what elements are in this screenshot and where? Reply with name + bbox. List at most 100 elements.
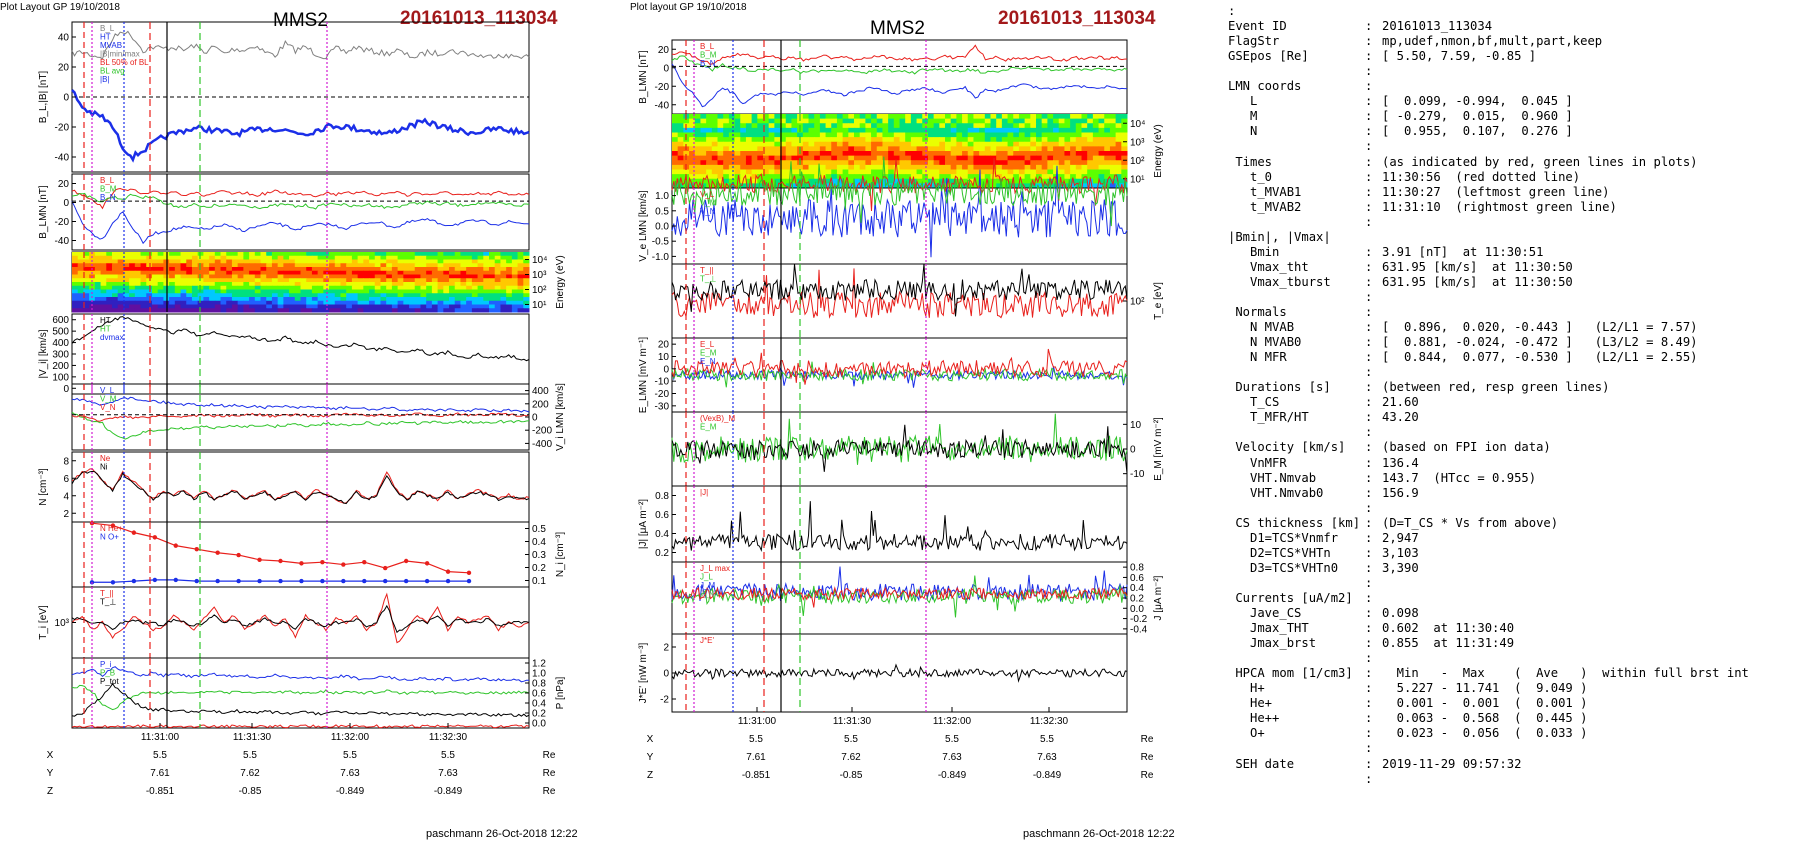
heatmap-cell [197,274,204,279]
heatmap-cell [825,146,832,152]
y-tick-label: -40 [655,100,670,111]
heatmap-cell [962,127,969,133]
heatmap-cell [791,141,798,147]
noise-trace [671,268,1128,319]
heatmap-cell [489,289,496,294]
heatmap-cell [1001,183,1009,189]
info-key: Event ID [1228,19,1287,34]
heatmap-cell [203,267,210,272]
heatmap-cell [454,293,461,298]
info-colon: : [1365,696,1373,711]
heatmap-cell [1098,123,1105,129]
heatmap-cell [140,255,147,260]
legend-entry: T_|| [700,266,714,275]
heatmap-cell [123,304,130,309]
heatmap-cell [311,297,319,302]
heatmap-cell [174,300,182,305]
heatmap-cell [899,151,906,157]
heatmap-cell [483,274,490,279]
heatmap-cell [694,114,701,120]
legend-entry: B_M [700,51,717,60]
heatmap-cell [77,252,84,257]
info-colon: : [1365,139,1373,154]
heatmap-cell [1036,118,1043,124]
heatmap-cell [249,289,256,294]
heatmap-cell [831,137,838,143]
heatmap-cell [174,297,182,302]
heatmap-cell [939,123,946,129]
heatmap-cell [306,255,313,260]
heatmap-cell [1041,146,1048,152]
heatmap-cell [334,293,341,298]
heatmap-cell [768,123,775,129]
heatmap-cell [706,178,713,184]
heatmap-cell [414,289,421,294]
heatmap-cell [1058,146,1065,152]
heatmap-cell [403,300,410,305]
heatmap-cell [706,174,713,180]
heatmap-cell [774,174,781,180]
heatmap-cell [922,160,929,166]
heatmap-cell [899,123,906,129]
heatmap-cell [237,255,244,260]
heatmap-cell [283,274,290,279]
pos-value: 7.63 [942,752,962,763]
heatmap-cell [311,263,319,268]
heatmap-cell [254,270,262,275]
heatmap-cell [808,160,815,166]
heatmap-cell [848,174,855,180]
heatmap-cell [1041,114,1048,120]
heatmap-cell [1013,151,1020,157]
data-point [278,578,283,584]
heatmap-cell [151,304,159,309]
heatmap-cell [140,259,147,264]
heatmap-cell [369,259,376,264]
heatmap-cell [751,155,758,161]
heatmap-cell [819,155,827,161]
heatmap-cell [403,252,410,257]
heatmap-cell [689,178,696,184]
heatmap-cell [933,118,940,124]
panel-frame [671,263,1128,339]
pos-unit: Re [543,768,556,779]
heatmap-cell [1053,137,1060,143]
heatmap-cell [83,278,90,283]
heatmap-cell [517,285,524,290]
y-axis-label: Energy (eV) [1153,124,1164,177]
info-key: CS thickness [km] [1228,515,1361,530]
pos-value: -0.851 [146,786,175,797]
event-info-panel: : Event ID:20161013_113034 FlagStr: mp,udef… [1228,4,1798,804]
data-point [466,578,472,584]
heatmap-cell [1087,137,1094,143]
heatmap-cell [494,285,501,290]
heatmap-cell [420,274,427,279]
heatmap-cell [1075,114,1082,120]
heatmap-cell [933,174,940,180]
heatmap-cell [226,308,233,313]
heatmap-cell [391,282,399,287]
heatmap-cell [876,114,883,120]
heatmap-cell [672,114,679,120]
heatmap-cell [523,308,530,313]
heatmap-cell [283,259,290,264]
heatmap-cell [443,300,450,305]
heatmap-cell [357,263,364,268]
heatmap-cell [391,308,399,313]
heatmap-cell [990,178,997,184]
heatmap-cell [1109,118,1117,124]
heatmap-cell [882,160,889,166]
heatmap-cell [1030,183,1037,189]
heatmap-cell [689,155,696,161]
heatmap-cell [249,267,256,272]
heatmap-cell [260,278,267,283]
heatmap-cell [950,118,957,124]
heatmap-cell [237,297,244,302]
heatmap-cell [203,252,210,257]
heatmap-cell [910,146,918,152]
heatmap-cell [740,151,747,157]
heatmap-cell [277,278,284,283]
info-colon: : [1365,214,1373,229]
heatmap-cell [859,183,866,189]
heatmap-cell [1121,141,1128,147]
heatmap-cell [1013,174,1020,180]
